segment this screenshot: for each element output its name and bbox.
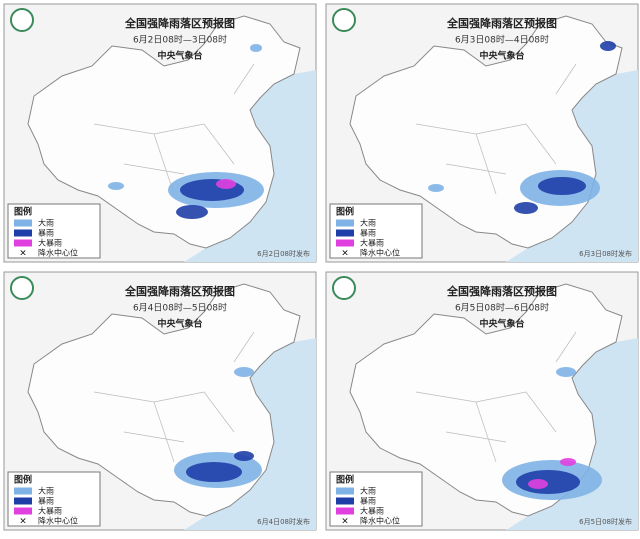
legend-swatch xyxy=(14,219,32,227)
logo xyxy=(10,8,34,32)
map-title: 全国强降雨落区预报图 xyxy=(124,284,235,298)
forecast-period: 6月2日08时—3日08时 xyxy=(133,34,227,46)
legend-label: 暴雨 xyxy=(38,497,54,506)
legend-label: 降水中心位 xyxy=(38,516,78,526)
rain-area xyxy=(176,205,208,219)
rain-area xyxy=(428,184,444,192)
legend-swatch xyxy=(336,507,354,515)
legend-label: 暴雨 xyxy=(360,229,376,238)
agency: 中央气象台 xyxy=(479,50,524,62)
sea xyxy=(506,338,638,530)
issued-time: 6月2日08时发布 xyxy=(257,249,310,258)
legend-swatch xyxy=(14,229,32,237)
logo xyxy=(332,276,356,300)
legend-label: 暴雨 xyxy=(38,229,54,238)
province-lines xyxy=(93,63,255,195)
legend-swatch xyxy=(14,239,32,247)
legend-swatch xyxy=(336,239,354,247)
rain-area xyxy=(538,177,586,195)
forecast-period: 6月4日08时—5日08时 xyxy=(133,302,227,314)
legend-marker: × xyxy=(341,249,349,259)
rain-area xyxy=(250,44,262,52)
sea xyxy=(506,70,638,262)
agency: 中央气象台 xyxy=(157,318,202,330)
rain-area xyxy=(216,179,236,189)
legend-swatch xyxy=(336,487,354,495)
sea xyxy=(184,338,316,530)
province-lines xyxy=(415,331,577,463)
legend-title: 图例 xyxy=(14,474,32,486)
rain-area xyxy=(234,367,254,377)
logo xyxy=(332,8,356,32)
legend-marker: × xyxy=(19,249,27,259)
legend-label: 大暴雨 xyxy=(360,238,384,248)
rain-area xyxy=(186,462,242,482)
legend-label: 降水中心位 xyxy=(38,248,78,258)
legend-swatch xyxy=(14,497,32,505)
forecast-period: 6月5日08时—6日08时 xyxy=(455,302,549,314)
rain-area xyxy=(600,41,616,51)
legend-swatch xyxy=(14,507,32,515)
rain-area xyxy=(556,367,576,377)
legend-title: 图例 xyxy=(336,474,354,486)
legend-marker: × xyxy=(341,517,349,527)
legend-label: 大暴雨 xyxy=(38,238,62,248)
legend-label: 大雨 xyxy=(38,486,54,496)
rain-area xyxy=(108,182,124,190)
legend-label: 大暴雨 xyxy=(38,506,62,516)
province-lines xyxy=(415,63,577,195)
legend-label: 大暴雨 xyxy=(360,506,384,516)
agency: 中央气象台 xyxy=(157,50,202,62)
sea xyxy=(184,70,316,262)
map-title: 全国强降雨落区预报图 xyxy=(446,16,557,30)
rain-area xyxy=(560,458,576,466)
rain-area xyxy=(528,479,548,489)
legend-swatch xyxy=(336,229,354,237)
province-lines xyxy=(93,331,255,463)
legend-label: 降水中心位 xyxy=(360,248,400,258)
agency: 中央气象台 xyxy=(479,318,524,330)
legend-label: 暴雨 xyxy=(360,497,376,506)
legend-swatch xyxy=(14,487,32,495)
legend-marker: × xyxy=(19,517,27,527)
rain-area xyxy=(514,202,538,214)
issued-time: 6月5日08时发布 xyxy=(579,517,632,526)
legend-title: 图例 xyxy=(336,206,354,218)
legend-swatch xyxy=(336,219,354,227)
rain-area xyxy=(516,470,580,494)
legend-swatch xyxy=(336,497,354,505)
legend-label: 大雨 xyxy=(360,486,376,496)
map-title: 全国强降雨落区预报图 xyxy=(124,16,235,30)
logo xyxy=(10,276,34,300)
forecast-period: 6月3日08时—4日08时 xyxy=(455,34,549,46)
legend-label: 大雨 xyxy=(360,218,376,228)
rain-area xyxy=(234,451,254,461)
issued-time: 6月3日08时发布 xyxy=(579,249,632,258)
legend-title: 图例 xyxy=(14,206,32,218)
issued-time: 6月4日08时发布 xyxy=(257,517,310,526)
legend-label: 大雨 xyxy=(38,218,54,228)
map-title: 全国强降雨落区预报图 xyxy=(446,284,557,298)
legend-label: 降水中心位 xyxy=(360,516,400,526)
